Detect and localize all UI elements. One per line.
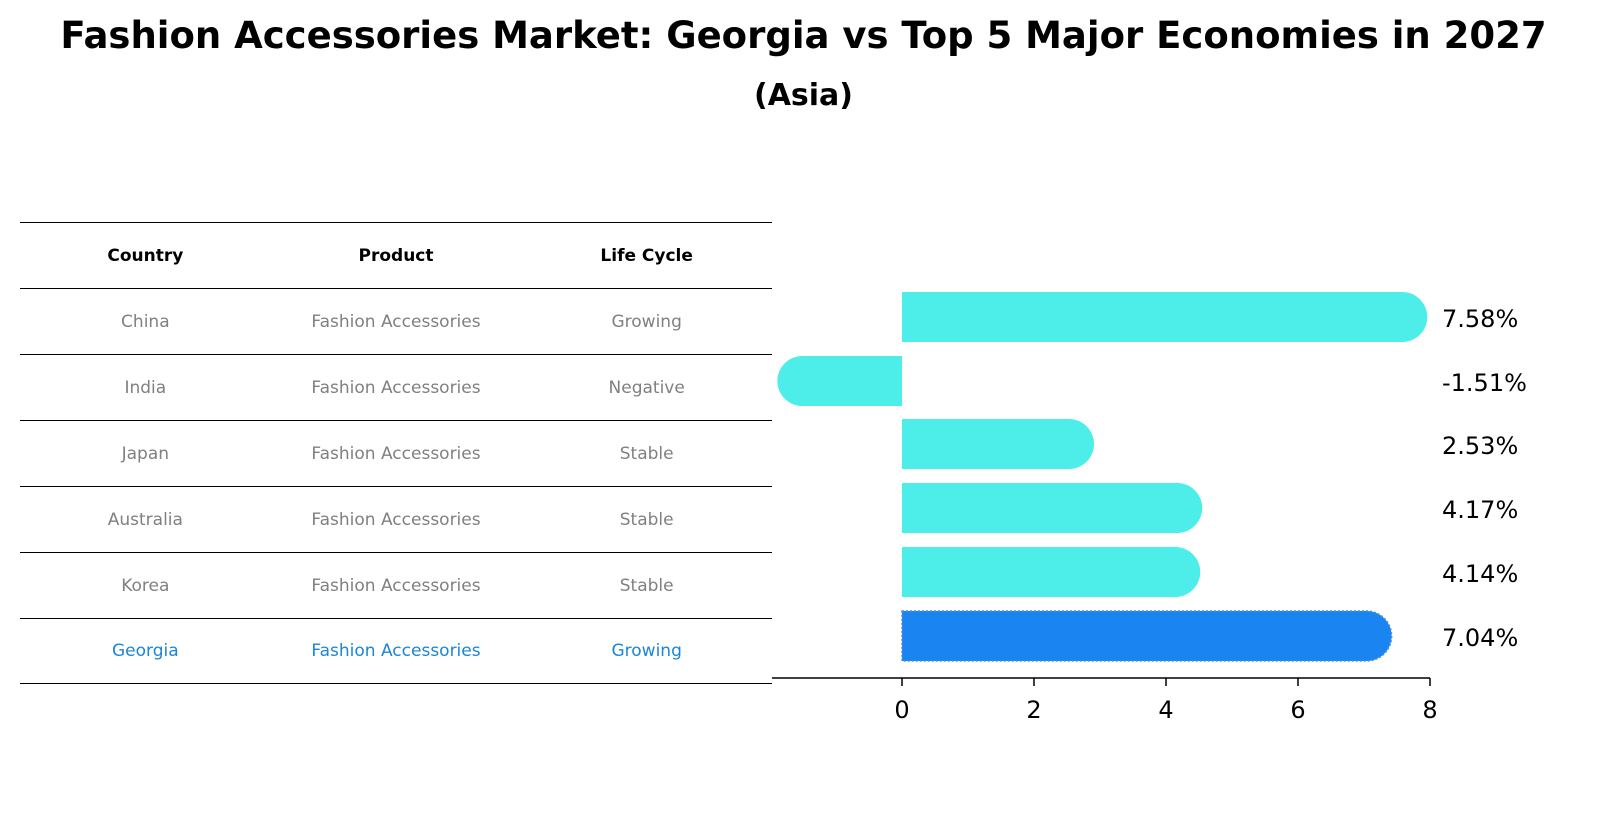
cell-product: Fashion Accessories — [311, 377, 481, 398]
x-tick-label: 4 — [1158, 696, 1173, 724]
cell-life-cycle: Growing — [611, 311, 682, 332]
table-row: India Fashion Accessories Negative — [20, 354, 772, 420]
cell-product: Fashion Accessories — [311, 509, 481, 530]
cell-country: Georgia — [112, 641, 179, 661]
x-tick-label: 8 — [1422, 696, 1437, 724]
cell-product: Fashion Accessories — [311, 575, 481, 596]
cell-life-cycle: Negative — [608, 377, 685, 398]
comparison-table: Country Product Life Cycle China Fashion … — [20, 222, 772, 684]
cell-country: Australia — [107, 509, 183, 530]
x-tick-label: 2 — [1026, 696, 1041, 724]
bar-georgia — [901, 610, 1393, 662]
chart-title: Fashion Accessories Market: Georgia vs T… — [60, 14, 1547, 57]
header-product: Product — [358, 245, 434, 266]
cell-life-cycle: Growing — [611, 641, 682, 661]
cell-country: China — [121, 311, 170, 332]
value-label: -1.51% — [1442, 369, 1527, 397]
value-label: 2.53% — [1442, 432, 1518, 460]
cell-country: Japan — [121, 443, 170, 464]
table-row: Korea Fashion Accessories Stable — [20, 552, 772, 618]
value-label: 7.58% — [1442, 305, 1518, 333]
value-label: 7.04% — [1442, 624, 1518, 652]
table-row: Georgia Fashion Accessories Growing — [20, 618, 772, 684]
cell-life-cycle: Stable — [619, 443, 674, 464]
cell-product: Fashion Accessories — [311, 311, 481, 332]
value-label: 4.14% — [1442, 560, 1518, 588]
table-row: Australia Fashion Accessories Stable — [20, 486, 772, 552]
bar-australia — [902, 483, 1203, 533]
cell-life-cycle: Stable — [619, 575, 674, 596]
cell-life-cycle: Stable — [619, 509, 674, 530]
cell-country: India — [124, 377, 167, 398]
chart-subtitle: (Asia) — [753, 78, 854, 113]
header-country: Country — [107, 245, 184, 266]
table-row: China Fashion Accessories Growing — [20, 288, 772, 354]
x-tick-label: 6 — [1290, 696, 1305, 724]
table-header-row: Country Product Life Cycle — [20, 222, 772, 288]
cell-product: Fashion Accessories — [311, 641, 481, 661]
bar-japan — [902, 419, 1094, 469]
bar-india — [777, 356, 902, 406]
cell-product: Fashion Accessories — [311, 443, 481, 464]
x-tick-label: 0 — [894, 696, 909, 724]
table-row: Japan Fashion Accessories Stable — [20, 420, 772, 486]
bar-china — [902, 292, 1428, 342]
header-life-cycle: Life Cycle — [600, 245, 693, 266]
value-label: 4.17% — [1442, 496, 1518, 524]
bar-korea — [902, 547, 1201, 597]
cell-country: Korea — [121, 575, 170, 596]
